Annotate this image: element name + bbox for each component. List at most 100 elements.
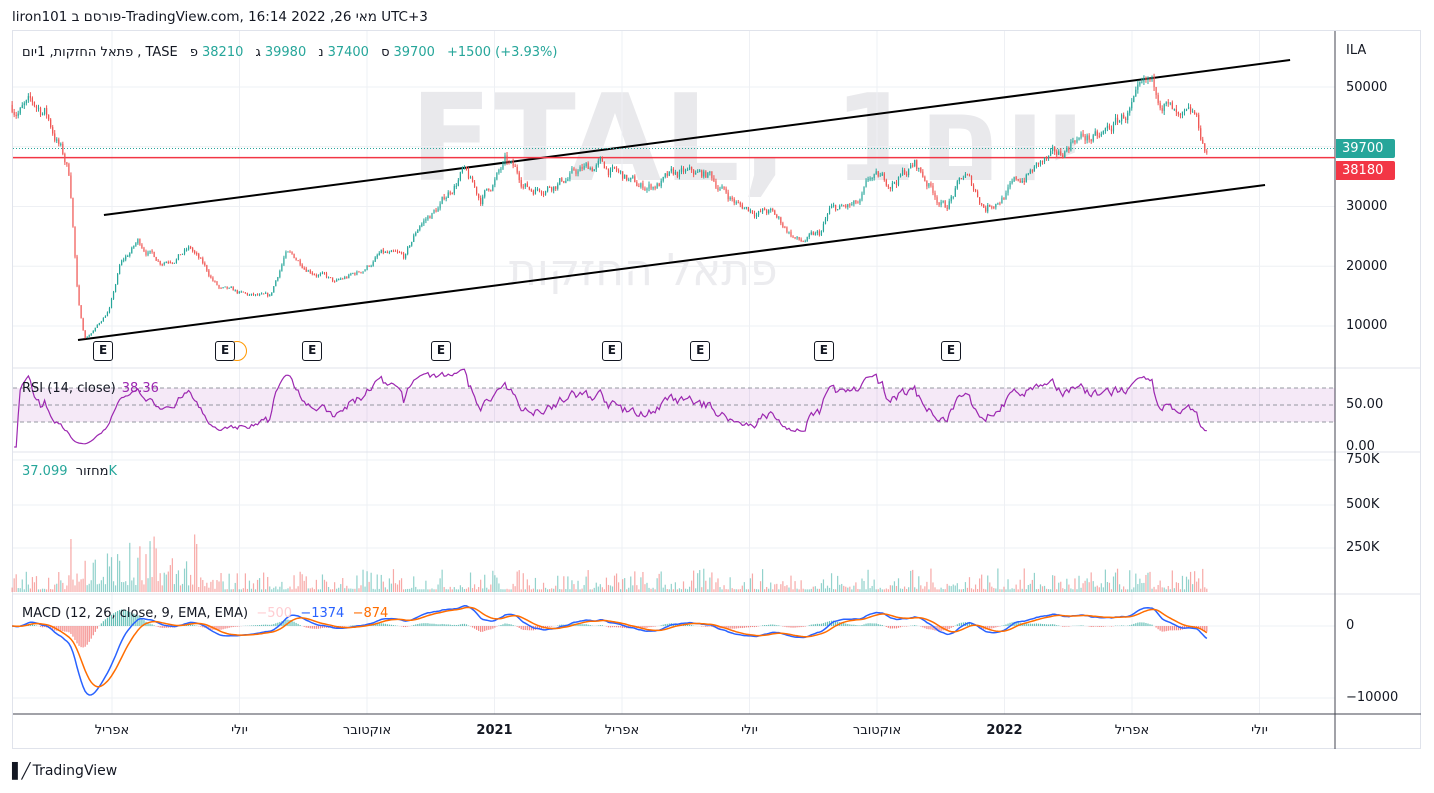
candle-body [246,292,249,295]
volume-bar [908,587,910,592]
candle-body [956,181,958,189]
price-tick: 30000 [1346,199,1388,214]
candle-body [1031,170,1033,172]
volume-bar [857,588,859,592]
volume-bar [524,589,526,592]
earnings-marker[interactable]: E [601,341,622,361]
macd-legend[interactable]: MACD (12, 26, close, 9, EMA, EMA) −500 −… [22,606,388,621]
candle-body [1149,78,1151,80]
candle-body [630,177,632,180]
rsi-legend[interactable]: RSI (14, close) 38.36 [22,381,159,396]
candle-body [50,119,52,128]
candle-body [1165,102,1167,104]
macd-histogram-bar [796,626,798,628]
macd-histogram-bar [613,626,616,628]
volume-legend[interactable]: מחזור 37.099K [22,464,117,479]
low-label: נ [318,45,324,60]
candle-body [78,285,80,306]
candle-body [1074,140,1076,143]
candle-body [340,278,342,280]
candle-body [461,167,464,173]
earnings-marker[interactable]: E [813,341,834,361]
volume-bar [473,584,476,592]
volume-bar [839,584,841,592]
candle-body [313,274,315,276]
macd-histogram-bar [1096,626,1098,627]
candle-body [90,333,92,336]
volume-bar [751,573,754,592]
open-label: פ [189,45,198,60]
macd-histogram-bar [577,623,579,626]
volume-bar [56,583,58,592]
earnings-marker[interactable]: E [215,341,236,361]
macd-histogram-bar [439,624,441,626]
candle-body [23,103,25,106]
currency-label: ILA [1346,43,1367,58]
volume-bar [1001,589,1003,592]
macd-histogram-bar [711,626,713,627]
volume-bar [693,570,695,592]
candle-body [723,186,725,189]
volume-bar [573,584,575,592]
volume-bar [1125,589,1127,592]
volume-bar [64,589,66,592]
macd-histogram-bar [891,626,894,629]
macd-histogram-bar [508,623,510,626]
macd-histogram-bar [668,623,670,626]
macd-histogram-bar [1058,625,1060,626]
volume-bar [157,581,159,592]
macd-histogram-bar [476,626,478,630]
candle-body [1171,102,1173,110]
volume-bar [1202,568,1204,592]
macd-histogram-bar [1169,626,1171,631]
earnings-marker[interactable]: E [93,341,114,361]
candle-body [810,232,812,235]
macd-histogram-bar [437,624,439,626]
exchange: TASE [145,45,178,60]
candle-body [565,180,567,183]
candle-body [1015,177,1017,180]
horizontal-line-price-tag[interactable]: 38180 [1336,161,1395,180]
volume-bar [285,589,287,592]
volume-bar [1098,587,1100,592]
earnings-marker[interactable]: E [690,341,711,361]
candle-body [400,252,403,254]
macd-histogram-bar [39,626,42,627]
candle-body [534,189,537,195]
volume-bar [717,578,719,592]
macd-histogram-bar [1149,624,1151,626]
candle-body [360,271,362,273]
candle-body [1011,181,1013,184]
macd-histogram-bar [163,626,165,628]
candle-body [930,183,932,186]
volume-bar [1149,571,1151,592]
tradingview-brand[interactable]: ▌╱ TradingView [12,762,117,780]
candle-body [579,167,581,172]
candle-body [33,102,36,107]
earnings-marker[interactable]: E [302,341,323,361]
candle-body [496,172,498,180]
volume-bar [1141,583,1143,592]
volume-bar [281,581,283,592]
volume-bar [439,578,441,592]
trend-line [103,59,1291,216]
volume-bar [427,589,429,592]
macd-histogram-bar [226,626,228,629]
candle-body [66,162,68,165]
macd-histogram-bar [790,626,792,628]
volume-bar [1092,581,1094,592]
volume-bar [23,589,25,592]
symbol-name[interactable]: פתאל החזקות, 1יום [22,45,134,60]
volume-bar [782,581,784,592]
earnings-marker[interactable]: E [940,341,961,361]
candle-body [405,254,407,259]
candle-body [1047,155,1050,159]
candle-body [891,182,894,189]
candle-body [338,279,340,281]
candle-body [646,188,648,190]
earnings-marker[interactable]: E [430,341,451,361]
volume-bar [194,534,196,592]
volume-bar [1163,587,1165,592]
volume-bar [429,589,431,592]
